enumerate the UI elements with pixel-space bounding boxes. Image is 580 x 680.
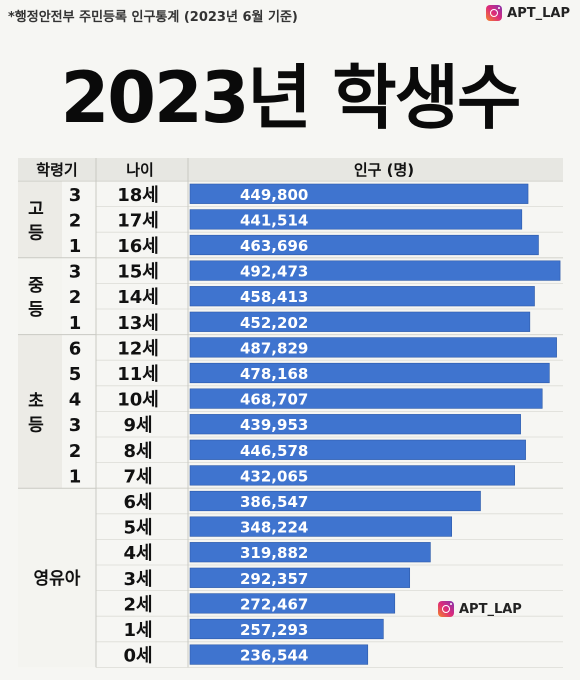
brand-watermark: APT_LAP	[438, 601, 522, 617]
value-label: 292,357	[240, 570, 308, 588]
page-title: 2023년 학생수	[60, 57, 522, 139]
value-label: 439,953	[240, 416, 308, 434]
value-label: 487,829	[240, 339, 308, 357]
bar	[189, 542, 431, 563]
value-label: 257,293	[240, 621, 308, 639]
value-label: 386,547	[240, 493, 308, 511]
instagram-icon	[486, 5, 503, 21]
bar	[189, 260, 561, 281]
value-label: 272,467	[240, 595, 308, 613]
group-label-char: 고	[28, 199, 44, 219]
grade-label: 2	[69, 210, 82, 231]
bar	[189, 234, 539, 256]
group-cell	[18, 181, 62, 258]
value-label: 446,578	[240, 442, 308, 460]
bar	[189, 209, 523, 230]
age-label: 16세	[117, 236, 159, 257]
bar	[189, 183, 529, 204]
group-cell	[18, 488, 96, 668]
age-label: 12세	[117, 338, 159, 359]
header-row	[18, 158, 563, 180]
bar	[189, 414, 521, 435]
bar	[189, 516, 452, 537]
group-label-char: 등	[28, 415, 44, 435]
grade-label: 1	[69, 236, 82, 257]
header-label: 인구 (명)	[354, 161, 414, 179]
age-label: 13세	[117, 313, 159, 334]
bar	[189, 618, 384, 640]
bar	[189, 644, 369, 665]
value-label: 468,707	[240, 391, 308, 409]
value-label: 432,065	[240, 467, 308, 485]
value-label: 492,473	[240, 263, 308, 281]
group-label: 영유아	[34, 569, 81, 589]
age-label: 18세	[117, 185, 159, 206]
bar	[189, 465, 516, 486]
value-label: 449,800	[240, 186, 308, 204]
group-label-char: 등	[28, 300, 44, 320]
group-cell	[18, 334, 62, 489]
value-label: 478,168	[240, 365, 308, 383]
grade-label: 4	[69, 390, 82, 411]
brand-top: APT_LAP	[486, 5, 570, 21]
grade-label: 3	[69, 262, 82, 283]
grade-label: 1	[69, 466, 82, 487]
bar	[189, 439, 526, 460]
age-label: 0세	[123, 646, 152, 667]
header-label: 나이	[126, 161, 154, 179]
bar	[189, 593, 396, 614]
value-label: 348,224	[240, 519, 308, 537]
age-label: 8세	[123, 441, 152, 462]
grade-label: 5	[69, 364, 82, 385]
age-label: 3세	[123, 569, 152, 590]
bar	[189, 388, 543, 409]
bar	[189, 337, 557, 358]
age-label: 17세	[117, 210, 159, 231]
age-label: 15세	[117, 262, 159, 283]
value-label: 236,544	[240, 647, 308, 665]
value-label: 452,202	[240, 314, 308, 332]
bar	[189, 490, 481, 512]
value-label: 463,696	[240, 237, 308, 255]
brand-label: APT_LAP	[507, 5, 570, 21]
grade-label: 2	[69, 287, 82, 308]
age-label: 2세	[123, 594, 152, 615]
age-label: 1세	[123, 620, 152, 641]
grade-label: 2	[69, 441, 82, 462]
age-label: 14세	[117, 287, 159, 308]
bar	[189, 311, 531, 332]
group-label-char: 중	[28, 276, 44, 296]
group-cell	[18, 257, 62, 335]
value-label: 458,413	[240, 288, 308, 306]
group-label-char: 초	[28, 391, 44, 411]
age-label: 4세	[123, 543, 152, 564]
bar	[189, 286, 535, 307]
value-label: 319,882	[240, 544, 308, 562]
age-label: 10세	[117, 390, 159, 411]
age-label: 5세	[123, 518, 152, 539]
age-label: 6세	[123, 492, 152, 513]
grade-label: 1	[69, 313, 82, 334]
header-label: 학령기	[36, 161, 77, 179]
value-label: 441,514	[240, 211, 308, 229]
instagram-icon	[438, 601, 454, 617]
age-label: 9세	[123, 415, 152, 436]
bar	[189, 362, 550, 384]
brand-watermark-label: APT_LAP	[459, 601, 522, 617]
age-label: 11세	[117, 364, 159, 385]
grade-label: 6	[69, 338, 82, 359]
grade-label: 3	[69, 185, 82, 206]
group-label-char: 등	[28, 223, 44, 243]
bar	[189, 567, 411, 588]
age-label: 7세	[123, 466, 152, 487]
grade-label: 3	[69, 415, 82, 436]
source-note: *행정안전부 주민등록 인구통계 (2023년 6월 기준)	[8, 10, 298, 25]
